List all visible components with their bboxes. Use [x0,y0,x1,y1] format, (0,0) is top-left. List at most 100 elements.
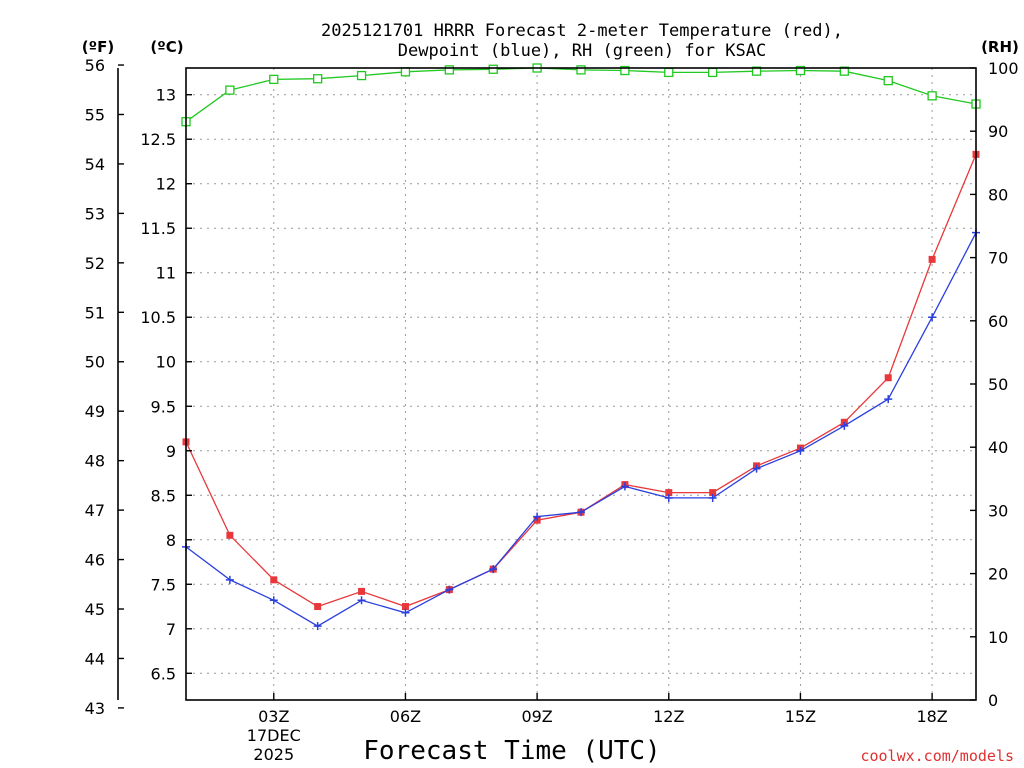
x-tick-year-label: 2025 [253,745,294,764]
fahrenheit-tick-label: 50 [85,353,105,372]
celsius-tick-label: 10.5 [140,308,176,327]
rh-data-point [444,65,454,75]
rh-tick-label: 50 [988,375,1008,394]
rh-tick-label: 90 [988,122,1008,141]
celsius-tick-label: 12.5 [140,130,176,149]
dewpoint-data-point [577,508,585,517]
celsius-tick-label: 6.5 [151,664,176,683]
x-tick-label: 09Z [521,707,552,726]
rh-data-point [620,65,630,76]
fahrenheit-tick-label: 56 [85,56,105,75]
celsius-tick-label: 7.5 [151,575,176,594]
temperature-data-point [709,489,717,497]
rh-data-point [356,70,367,81]
temperature-data-point [226,531,234,539]
rh-data-point [225,85,235,95]
fahrenheit-tick-label: 53 [85,204,105,223]
celsius-unit-label: (ºC) [150,38,183,56]
celsius-axis-ticks: 6.5 7 7.5 8 8.5 9 9.5 10 10.5 11 11.5 12 12.5 13 [140,86,192,683]
fahrenheit-tick-label: 43 [85,699,105,718]
rh-data-point [751,66,762,76]
rh-data-point [883,75,893,86]
rh-data-point [664,67,674,78]
dewpoint-data-point [489,565,498,574]
x-tick-label: 18Z [916,707,947,726]
celsius-tick-label: 9 [166,442,176,461]
temperature-data-point [665,489,673,497]
dewpoint-data-point [401,608,410,617]
rh-unit-label: (RH) [981,38,1019,56]
dewpoint-data-point [269,596,278,605]
rh-tick-label: 60 [988,312,1008,331]
fahrenheit-tick-label: 51 [85,303,105,322]
dewpoint-data-point [313,622,322,631]
rh-data-point [488,64,498,74]
fahrenheit-tick-label: 44 [85,649,105,668]
dewpoint-data-point [796,446,805,455]
fahrenheit-tick-label: 46 [85,551,105,570]
celsius-tick-label: 11 [156,264,176,283]
dewpoint-data-point [533,512,542,521]
rh-tick-label: 20 [988,565,1008,584]
temperature-data-point [928,255,936,263]
x-tick-label: 12Z [653,707,684,726]
dewpoint-data-point [225,575,234,584]
fahrenheit-unit-label: (ºF) [82,38,114,56]
rh-data-point [269,74,279,85]
rh-data-point [795,65,806,76]
celsius-tick-label: 8.5 [151,486,176,505]
dewpoint-data-point [708,493,717,502]
temperature-data-point [314,603,322,611]
dewpoint-data-point [884,395,893,404]
x-tick-label: 03Z [258,707,289,726]
rh-tick-label: 80 [988,185,1008,204]
dewpoint-data-point [840,421,849,430]
celsius-tick-label: 11.5 [140,219,176,238]
rh-tick-label: 40 [988,438,1008,457]
fahrenheit-tick-label: 55 [85,105,105,124]
rh-tick-label: 30 [988,501,1008,520]
dewpoint-data-point [928,313,937,322]
temperature-data-point [358,587,366,595]
fahrenheit-tick-label: 45 [85,600,105,619]
rh-data-point [839,66,849,76]
fahrenheit-tick-label: 52 [85,254,105,273]
grid [186,68,976,700]
fahrenheit-tick-label: 54 [85,155,105,174]
fahrenheit-axis-ticks: 43 44 45 46 47 48 49 50 51 52 53 54 55 56 [85,56,124,718]
x-tick-label: 06Z [390,707,421,726]
temperature-data-point [401,603,409,611]
rh-data-point [576,65,586,75]
temperature-data-point [270,576,278,584]
fahrenheit-tick-label: 47 [85,501,105,520]
rh-axis-ticks: 0 10 20 30 40 50 60 70 80 90 100 [970,59,1019,710]
celsius-tick-label: 13 [156,86,176,105]
credit-label: coolwx.com/models [860,747,1014,765]
celsius-tick-label: 8 [166,531,176,550]
rh-data-point [927,91,937,101]
temperature-data-point [884,374,892,382]
dewpoint-data-point [357,596,366,605]
celsius-tick-label: 10 [156,353,176,372]
rh-data-point [708,67,718,78]
fahrenheit-tick-label: 48 [85,452,105,471]
x-tick-label: 15Z [785,707,816,726]
rh-tick-label: 70 [988,249,1008,268]
dewpoint-data-point [445,585,454,594]
x-tick-date-label: 17DEC [247,726,301,745]
celsius-tick-label: 9.5 [151,397,176,416]
rh-tick-label: 0 [988,691,998,710]
chart-title-line1: 2025121701 HRRR Forecast 2-meter Tempera… [321,21,843,41]
x-axis-label: Forecast Time (UTC) [363,736,660,766]
rh-tick-label: 10 [988,628,1008,647]
dewpoint-data-point [620,482,629,491]
fahrenheit-tick-label: 49 [85,402,105,421]
plot-series [181,63,981,631]
rh-data-point [313,74,323,84]
celsius-tick-label: 7 [166,620,176,639]
celsius-tick-label: 12 [156,175,176,194]
rh-tick-label: 100 [988,59,1019,78]
